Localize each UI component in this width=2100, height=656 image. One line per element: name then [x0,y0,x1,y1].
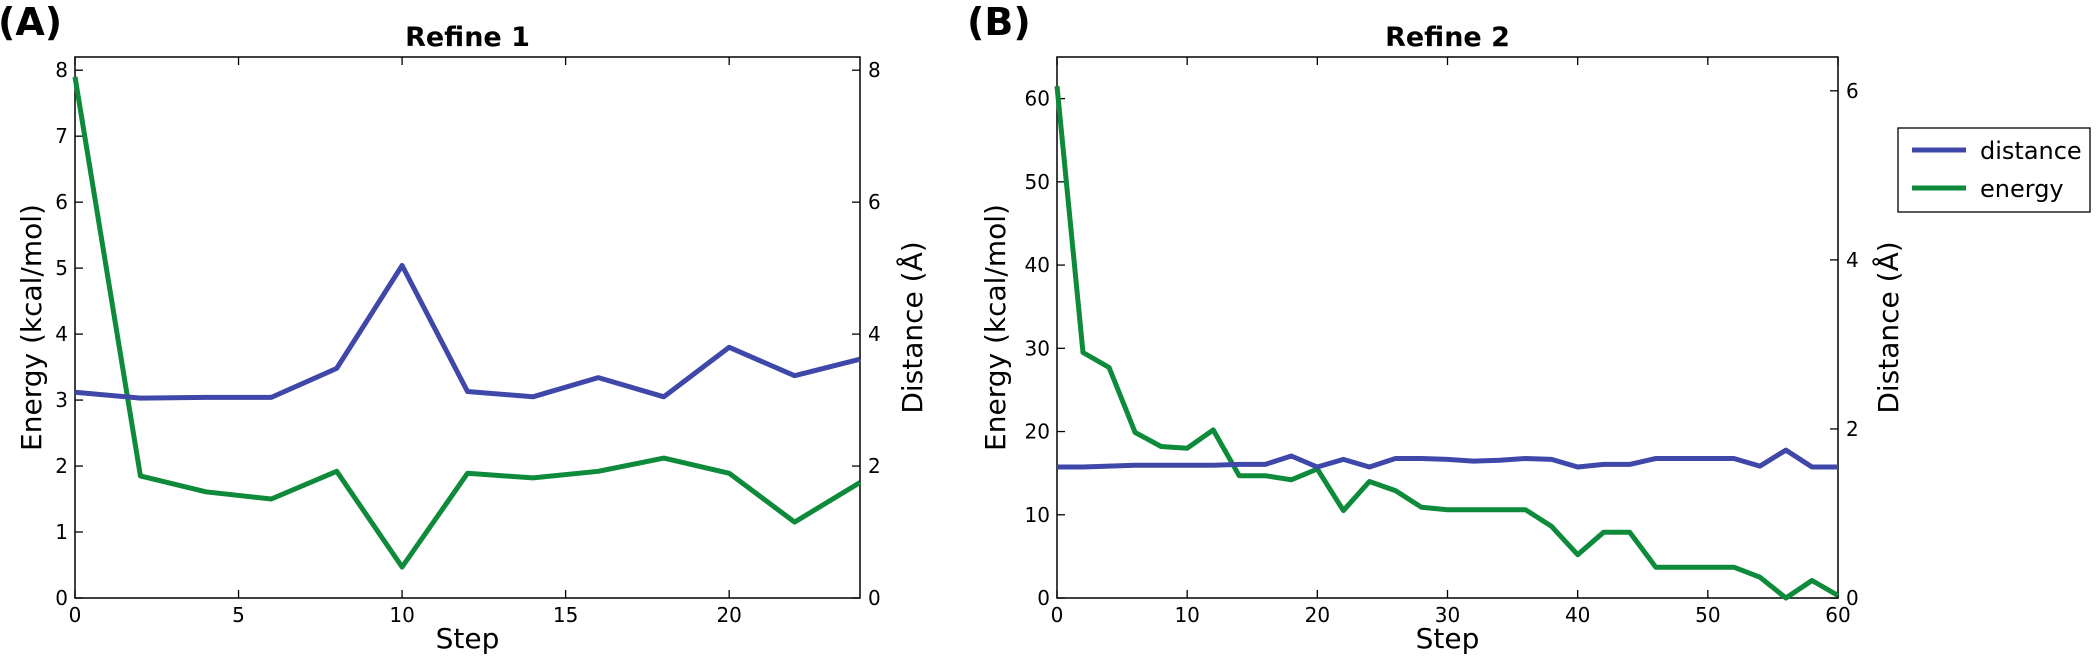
y-tick-label-right: 4 [1846,248,1859,272]
y-tick-label-left: 4 [55,322,68,346]
series-line-energy [1054,85,1840,601]
y-tick-label-left: 40 [1025,253,1050,277]
x-tick-label: 0 [1051,603,1064,627]
y-axis-label-left: Energy (kcal/mol) [15,204,48,451]
y-axis-label-right: Distance (Å) [895,241,929,413]
plot-frame [74,56,861,599]
x-tick-label: 10 [1174,603,1199,627]
chart-refine-2: Refine 2 Step Energy (kcal/mol) Distance… [979,22,1905,655]
chart-title: Refine 2 [1385,22,1510,53]
x-tick-label: 40 [1565,603,1590,627]
y-tick-label-right: 4 [868,322,881,346]
y-tick-label-left: 0 [1037,586,1050,610]
chart-title: Refine 1 [405,22,530,53]
legend: distance energy [1897,127,2091,213]
x-tick-label: 10 [389,603,414,627]
y-tick-label-right: 2 [1846,417,1859,441]
y-axis-label-left: Energy (kcal/mol) [979,204,1012,451]
x-tick-label: 60 [1825,603,1850,627]
y-tick-label-left: 2 [55,454,68,478]
series-line-energy [72,76,862,570]
y-tick-label-left: 0 [55,586,68,610]
legend-box [1897,127,2091,213]
y-tick-label-left: 30 [1025,336,1050,360]
y-tick-label-right: 8 [868,58,881,82]
y-tick-label-right: 0 [868,586,881,610]
plot-frame [1056,56,1839,599]
y-tick-label-left: 6 [55,190,68,214]
y-tick-label-left: 7 [55,124,68,148]
legend-label-distance: distance [1980,137,2082,165]
y-tick-label-left: 20 [1025,420,1050,444]
tick-layer: 0 5 10 15 20 0 1 2 3 4 5 6 7 8 0 2 4 6 8 [55,57,881,627]
series-line-distance [74,263,861,401]
x-tick-label: 15 [553,603,578,627]
y-tick-label-left: 1 [55,520,68,544]
x-tick-label: 20 [1305,603,1330,627]
y-tick-label-left: 5 [55,256,68,280]
x-tick-label: 5 [232,603,245,627]
y-axis-label-right: Distance (Å) [1871,241,1905,413]
series-line-distance [1057,447,1838,470]
x-tick-label: 50 [1695,603,1720,627]
x-tick-label: 20 [716,603,741,627]
y-tick-label-left: 60 [1025,87,1050,111]
x-axis-label: Step [1416,622,1480,655]
line-layer [1054,85,1840,601]
panel-label-a: (A) [0,0,62,44]
chart-refine-1: Refine 1 Step Energy (kcal/mol) Distance… [15,22,929,655]
y-tick-label-right: 6 [868,190,881,214]
x-tick-label: 0 [69,603,82,627]
y-tick-label-left: 50 [1025,170,1050,194]
legend-label-energy: energy [1980,175,2064,203]
y-tick-label-left: 10 [1025,503,1050,527]
x-axis-label: Step [436,622,500,655]
panel-label-b: (B) [967,0,1031,44]
y-tick-label-left: 3 [55,388,68,412]
y-tick-label-right: 6 [1846,79,1859,103]
line-layer [72,76,862,570]
y-tick-label-right: 2 [868,454,881,478]
y-tick-label-left: 8 [55,58,68,82]
x-tick-label: 30 [1435,603,1460,627]
y-tick-label-right: 0 [1846,586,1859,610]
